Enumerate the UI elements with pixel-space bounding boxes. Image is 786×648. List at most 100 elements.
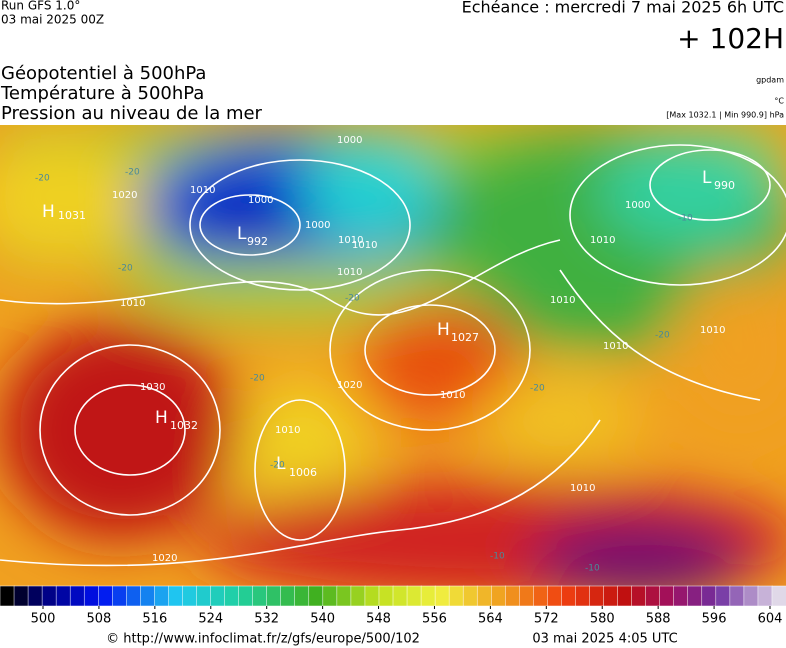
color-swatch [280, 585, 296, 607]
center-kind: H [155, 408, 168, 428]
color-swatch [350, 585, 366, 607]
color-swatch [266, 585, 282, 607]
color-swatch [491, 585, 507, 607]
colorbar-label: 500 [31, 612, 56, 627]
center-kind: L [276, 454, 286, 474]
title: Pression au niveau de la mer [1, 103, 263, 124]
title: Température à 500hPa [0, 83, 204, 104]
color-swatch [631, 585, 647, 607]
color-swatch [27, 585, 43, 607]
temperature-label: -10 [490, 552, 505, 562]
temperature-label: -20 [250, 374, 265, 384]
echeance: Echéance : mercredi 7 mai 2025 6h UTC [462, 0, 784, 17]
color-swatch [182, 585, 198, 607]
center-value: 1032 [170, 419, 198, 432]
isobar-label: 1010 [338, 235, 363, 246]
temperature-label: -20 [125, 168, 140, 178]
center-kind: L [702, 168, 712, 188]
color-swatch [196, 585, 212, 607]
color-swatch [406, 585, 422, 607]
center-value: 1031 [58, 209, 86, 222]
colorbar-label: 508 [87, 612, 112, 627]
color-swatch [308, 585, 324, 607]
isobar-label: 1020 [337, 380, 362, 391]
color-swatch [83, 585, 100, 607]
isobar-label: 1010 [590, 235, 615, 246]
color-swatch [645, 585, 661, 607]
color-swatch [547, 585, 563, 607]
isobar-label: 1000 [625, 200, 650, 211]
colorbar-label: 564 [478, 612, 503, 627]
color-swatch [140, 585, 156, 607]
unit: °C [774, 97, 784, 106]
color-swatch [617, 585, 633, 607]
colorbar-label: 604 [758, 612, 783, 627]
color-swatch [210, 585, 226, 607]
isobar-label: 1010 [120, 298, 145, 309]
color-swatch [13, 585, 29, 607]
temperature-label: -20 [345, 294, 360, 304]
color-swatch [126, 585, 142, 607]
color-swatch [659, 585, 675, 607]
colorbar-label: 580 [590, 612, 615, 627]
temperature-label: -20 [270, 461, 285, 471]
isobar-label: 1010 [700, 325, 725, 336]
isobar-label: 1010 [337, 267, 362, 278]
colorbar-label: 548 [366, 612, 391, 627]
color-swatch [701, 585, 717, 607]
color-swatch [168, 585, 184, 607]
color-swatch [98, 585, 114, 607]
isobar-label: 1000 [337, 135, 362, 146]
color-swatch [771, 585, 786, 607]
color-swatch [715, 585, 731, 607]
center-value: 1027 [451, 331, 479, 344]
color-swatch [294, 585, 310, 607]
run-date: 03 mai 2025 00Z [1, 13, 104, 27]
lead-time: + 102H [677, 22, 784, 55]
header-bg [0, 0, 786, 125]
colorbar-label: 532 [254, 612, 279, 627]
map [0, 125, 786, 586]
color-swatch [505, 585, 521, 607]
color-swatch [575, 585, 591, 607]
center-kind: H [42, 202, 55, 222]
isobar-label: 1010 [352, 240, 377, 251]
colorbar-label: 588 [646, 612, 671, 627]
temperature-label: -20 [530, 384, 545, 394]
color-swatch [55, 585, 71, 607]
color-swatch [364, 585, 380, 607]
colorbar-label: 596 [702, 612, 727, 627]
isobars [0, 144, 786, 567]
isobar-label: 1010 [440, 390, 465, 401]
color-swatch [69, 585, 85, 607]
color-swatch [392, 585, 408, 607]
color-swatch [448, 585, 464, 607]
color-swatch [252, 585, 268, 607]
center-value: 992 [247, 235, 268, 248]
temperature-label: -20 [35, 174, 50, 184]
unit: [Max 1032.1 | Min 990.9] hPa [666, 111, 784, 120]
color-swatch [336, 585, 352, 607]
isobar-label: 1010 [603, 341, 628, 352]
color-swatch [533, 585, 549, 607]
color-swatch [0, 585, 15, 607]
color-swatch [603, 585, 619, 607]
color-swatch [729, 585, 745, 607]
color-swatch [112, 585, 128, 607]
isobar-label: 1020 [112, 190, 137, 201]
center-value: 990 [714, 179, 735, 192]
color-swatch [673, 585, 689, 607]
temperature-label: -10 [678, 214, 693, 224]
color-swatch [378, 585, 394, 607]
color-swatch [519, 585, 535, 607]
center-kind: L [237, 224, 247, 244]
isobar-label: 1000 [305, 220, 330, 231]
colorbar-label: 540 [310, 612, 335, 627]
isobar-label: 1030 [140, 382, 165, 393]
isobar-label: 1010 [275, 425, 300, 436]
title: Géopotentiel à 500hPa [1, 63, 206, 84]
map-labels: H 1031 L 992 H 1027 H 1032 L 1006 L 990 … [35, 135, 735, 574]
color-swatch [224, 585, 240, 607]
color-swatch [462, 585, 478, 607]
